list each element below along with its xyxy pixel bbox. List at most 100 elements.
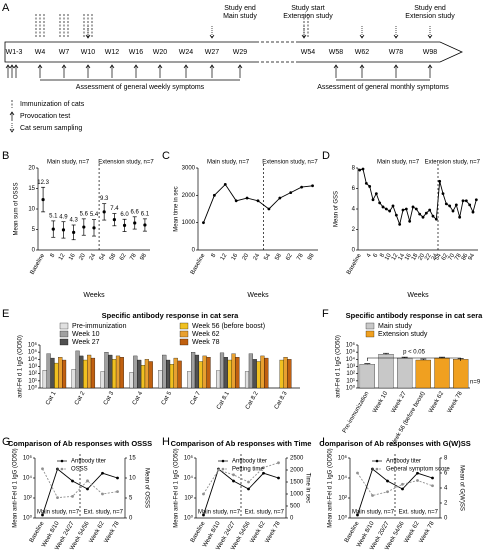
legend-swatch [60, 459, 64, 463]
x-tick-label: 78 [129, 252, 138, 261]
x-tick-label: Cat 8.2 [245, 390, 260, 410]
point [424, 211, 428, 215]
value-label: 9.3 [100, 196, 109, 202]
bar [119, 357, 124, 389]
x-tick-label: 24 [253, 252, 262, 261]
panel-letter: C [162, 150, 170, 162]
y-tick-label: 10² [23, 496, 32, 502]
bar [90, 357, 96, 389]
point [267, 207, 271, 211]
y-tick-label: 10² [338, 496, 347, 502]
y-tick-label: 3000 [182, 166, 196, 172]
series-line [203, 183, 313, 223]
point [212, 193, 216, 197]
assessment-label: Assessment of general weekly symptoms [76, 84, 205, 91]
y-tick-label: 20 [28, 166, 35, 172]
x-tick-label: Cat 3 [103, 390, 116, 406]
y2-tick-label: 1000 [290, 492, 304, 498]
chart-title: Specific antibody response in cat sera [102, 311, 240, 320]
legend-label: General symptom score [386, 467, 450, 473]
y2-tick-label: 6 [444, 471, 448, 477]
panel-letter: B [2, 150, 9, 162]
y-axis-label: anti-Fel d 1 IgG (OD50) [18, 335, 24, 398]
y-axis-label: Mean anti-Fel d 1 IgG (OD50) [13, 448, 19, 527]
point [448, 204, 452, 208]
series-line [357, 468, 433, 516]
bar [191, 352, 196, 389]
x-tick-label: 58 [109, 252, 118, 261]
bar [129, 372, 134, 389]
point [101, 471, 104, 475]
panel-letter: G [2, 436, 11, 448]
y-tick-label: 10⁴ [23, 475, 33, 482]
x-tick-label: 12 [220, 252, 229, 261]
x-tick-label: Week 78 [447, 390, 464, 414]
marker-head [427, 34, 433, 39]
bar [260, 355, 265, 389]
week-label: W29 [233, 49, 248, 56]
week-label: W20 [153, 49, 168, 56]
series-line [42, 468, 118, 499]
y2-tick-label: 8 [444, 456, 448, 462]
point [232, 479, 235, 483]
legend-label: Provocation test [20, 113, 70, 120]
point [401, 482, 404, 486]
x-tick-label: 54 [434, 252, 443, 261]
chart-title: Comparison of Ab responses with G(W)SS [319, 439, 470, 448]
value-label: 5.6 [80, 211, 89, 217]
point [388, 209, 392, 213]
marker-head [301, 34, 307, 39]
y2-tick-label: 500 [290, 504, 301, 510]
annotation: Ext. study, n=7 [245, 510, 285, 516]
point [232, 473, 235, 477]
bar [58, 357, 63, 389]
marker-head [359, 34, 365, 39]
y-tick-label: 5 [32, 227, 36, 233]
bar [133, 355, 138, 389]
study-mark: Extension study [405, 13, 455, 20]
legend-label: Week 27 [72, 339, 100, 346]
legend-label: Week 10 [72, 331, 100, 338]
y-tick-label: 10⁰ [184, 515, 194, 522]
annotation: Main study, n=7 [198, 510, 241, 516]
bar [264, 357, 269, 389]
point [116, 490, 119, 493]
bar [359, 364, 375, 389]
timeline-bar [4, 41, 463, 63]
bar [115, 355, 121, 389]
chart-title: Comparison of Ab responses with OSSS [8, 439, 152, 448]
study-mark: Main study [223, 13, 257, 20]
week-label: W1-3 [6, 49, 23, 56]
point [133, 221, 137, 225]
point [202, 513, 205, 517]
point [51, 227, 55, 231]
marker-head [427, 64, 433, 69]
x-axis-label: Weeks [83, 292, 105, 299]
point [418, 212, 422, 216]
y-tick-label: 10⁵ [28, 349, 38, 356]
legend-label: Cat serum sampling [20, 125, 82, 132]
bar [144, 359, 149, 389]
panel-letter: H [162, 436, 170, 448]
marker-head [209, 64, 215, 69]
y2-tick-label: 2000 [290, 468, 304, 474]
y-tick-label: 10⁶ [346, 342, 356, 349]
x-tick-label: 16 [404, 252, 413, 261]
legend-swatch [375, 467, 379, 471]
x-tick-label: 62 [441, 252, 450, 261]
point [464, 199, 468, 203]
y-axis-label: Mean sum of OSSS [14, 182, 20, 235]
legend-swatch [375, 459, 379, 463]
bar [54, 362, 59, 389]
y-tick-label: 10⁶ [28, 342, 38, 349]
bar [434, 357, 450, 389]
point [82, 225, 86, 229]
y-axis-label: Mean of GSS [334, 191, 340, 227]
point [384, 207, 388, 211]
bar [219, 352, 225, 389]
y-axis-label: anti-Fel d 1 IgG (OD50) [336, 335, 342, 398]
bar [169, 364, 175, 389]
point [408, 219, 412, 223]
panel-letter: I [322, 436, 325, 448]
point [234, 199, 238, 203]
